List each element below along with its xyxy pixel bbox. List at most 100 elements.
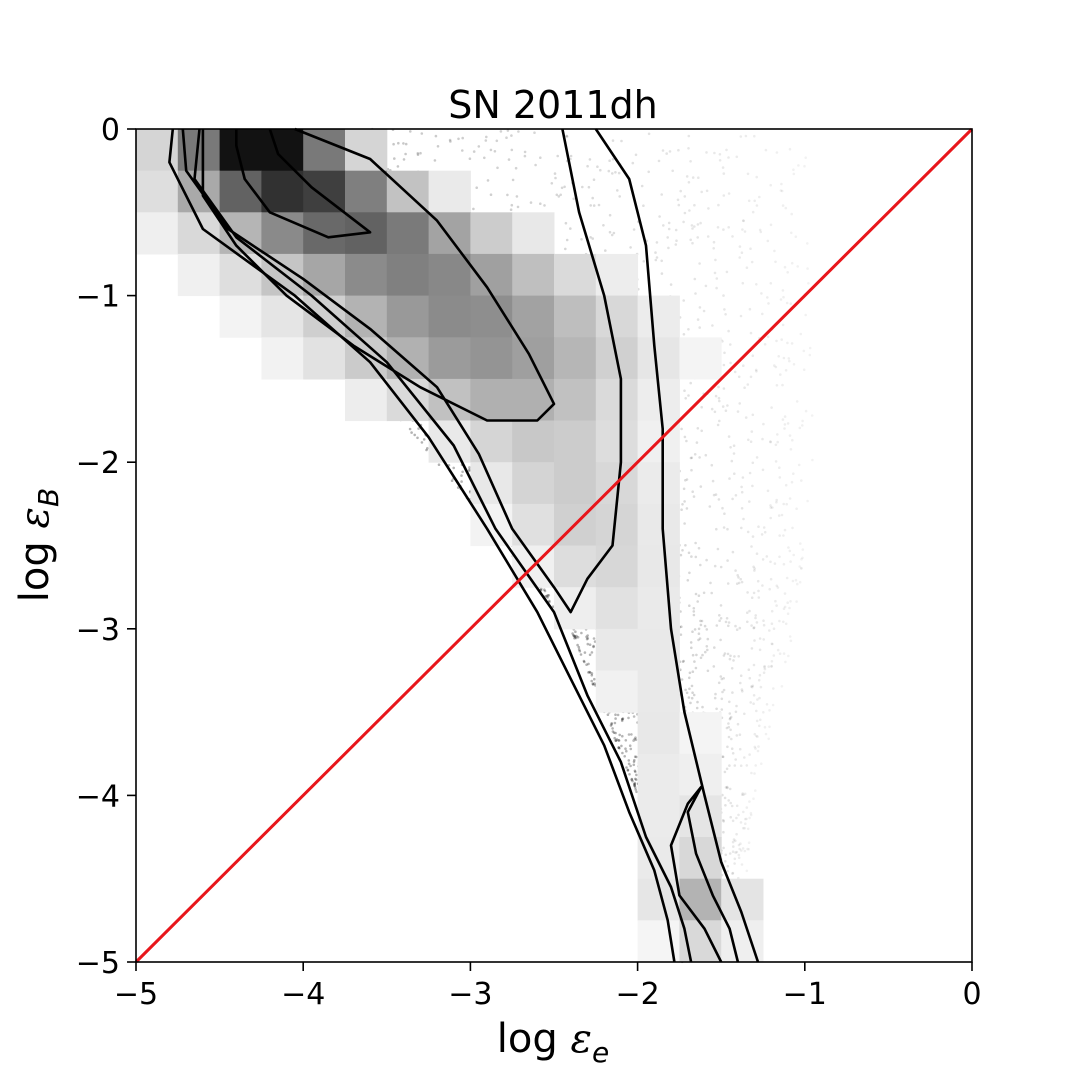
- sample-point: [408, 427, 412, 431]
- sample-point: [472, 207, 475, 211]
- sample-point: [806, 499, 809, 503]
- sample-point: [614, 713, 617, 716]
- sample-point: [803, 164, 806, 168]
- sample-point: [746, 383, 750, 386]
- sample-point: [689, 160, 692, 163]
- sample-point: [630, 778, 633, 781]
- sample-point: [720, 677, 724, 681]
- sample-point: [780, 338, 783, 341]
- sample-point: [691, 653, 695, 657]
- sample-point: [755, 283, 758, 286]
- sample-point: [749, 440, 753, 444]
- credible-contours: [168, 127, 760, 963]
- sample-point: [769, 506, 773, 509]
- sample-point: [745, 869, 749, 873]
- sample-point: [633, 784, 636, 788]
- sample-point: [751, 535, 755, 538]
- sample-point: [767, 302, 770, 305]
- sample-point: [713, 151, 716, 155]
- sample-point: [769, 183, 772, 187]
- sample-point: [770, 660, 774, 663]
- sample-point: [786, 341, 789, 345]
- sample-point: [700, 429, 703, 433]
- sample-point: [493, 150, 497, 153]
- sample-point: [545, 594, 549, 598]
- sample-point: [690, 555, 693, 558]
- sample-point: [698, 326, 701, 329]
- sample-point: [804, 313, 807, 317]
- sample-point: [608, 159, 611, 162]
- sample-point: [706, 669, 710, 673]
- sample-point: [577, 645, 581, 649]
- sample-point: [681, 503, 684, 506]
- sample-point: [591, 683, 595, 686]
- sample-point: [780, 685, 784, 688]
- sample-point: [633, 781, 637, 785]
- sample-point: [694, 292, 697, 295]
- histogram-cell: [470, 212, 513, 255]
- sample-point: [753, 134, 756, 138]
- sample-point: [631, 161, 635, 165]
- sample-point: [790, 342, 794, 345]
- sample-point: [729, 728, 732, 732]
- x-tick-label: 0: [962, 977, 981, 1012]
- sample-point: [611, 172, 614, 175]
- sample-point: [718, 614, 721, 617]
- sample-point: [739, 842, 742, 845]
- sample-point: [416, 436, 419, 440]
- sample-point: [728, 787, 732, 791]
- sample-point: [510, 203, 514, 207]
- sample-point: [745, 266, 749, 270]
- sample-point: [548, 599, 551, 603]
- sample-point: [721, 506, 724, 510]
- sample-point: [688, 687, 691, 691]
- sample-point: [795, 507, 798, 511]
- sample-point: [722, 228, 725, 231]
- sample-point: [750, 430, 754, 433]
- sample-point: [747, 438, 750, 442]
- sample-point: [475, 186, 479, 189]
- sample-point: [703, 624, 707, 628]
- sample-point: [510, 134, 513, 137]
- sample-point: [801, 548, 805, 551]
- sample-point: [592, 178, 596, 181]
- histogram-cell: [386, 212, 430, 255]
- sample-point: [713, 410, 717, 414]
- sample-point: [756, 735, 759, 738]
- sample-point: [713, 271, 717, 275]
- sample-point: [506, 193, 509, 197]
- sample-point: [691, 176, 695, 179]
- sample-point: [724, 620, 728, 624]
- sample-point: [740, 490, 744, 494]
- sample-point: [716, 226, 720, 229]
- sample-point: [733, 862, 736, 865]
- sample-point: [484, 139, 488, 142]
- sample-point: [790, 212, 793, 216]
- sample-point: [739, 674, 743, 677]
- sample-point: [747, 847, 750, 851]
- sample-point: [740, 580, 744, 584]
- sample-point: [778, 466, 781, 470]
- sample-point: [788, 147, 792, 151]
- sample-point: [763, 343, 767, 346]
- sample-point: [472, 150, 476, 153]
- sample-point: [752, 797, 755, 800]
- sample-point: [783, 265, 787, 269]
- histogram-cell: [512, 253, 555, 297]
- sample-point: [770, 609, 774, 613]
- sample-point: [735, 628, 739, 631]
- sample-point: [693, 453, 697, 456]
- sample-point: [685, 691, 689, 695]
- sample-point: [774, 460, 778, 463]
- sample-point: [683, 211, 687, 215]
- sample-point: [777, 355, 780, 358]
- sample-point: [748, 500, 751, 503]
- sample-point: [792, 168, 795, 171]
- sample-point: [779, 298, 783, 301]
- sample-point: [801, 424, 804, 427]
- sample-point: [699, 656, 703, 660]
- y-tick-label: −2: [76, 446, 120, 481]
- sample-point: [775, 498, 778, 502]
- sample-point: [759, 230, 763, 234]
- sample-point: [578, 649, 582, 653]
